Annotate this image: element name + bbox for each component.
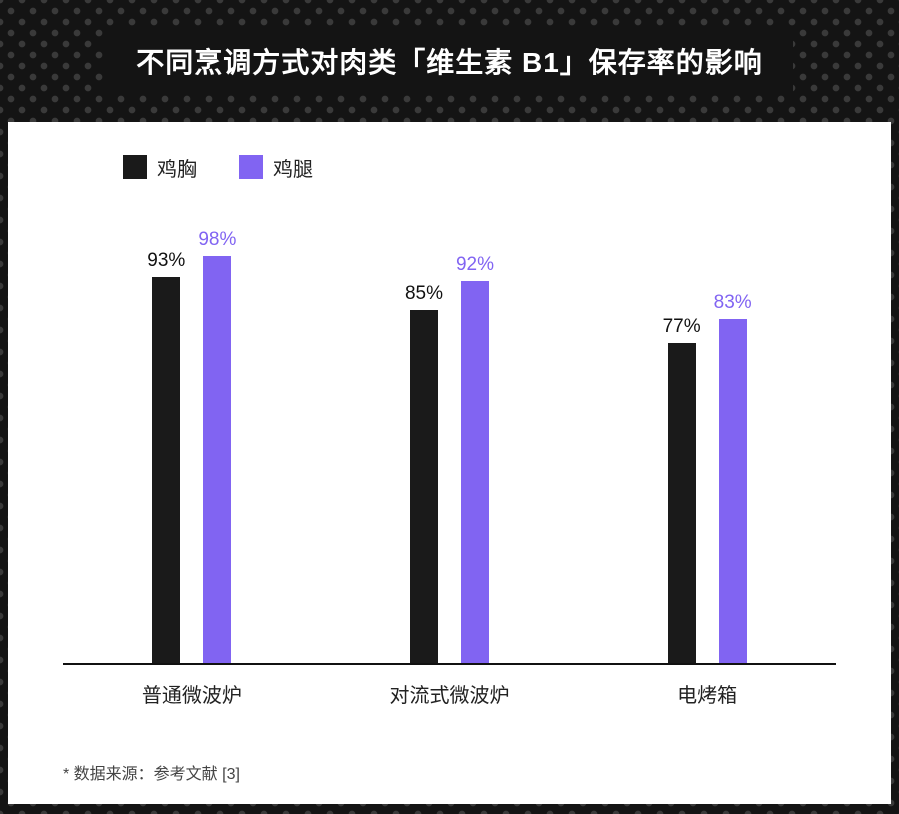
bar-value-label: 92% [455, 254, 495, 276]
legend-label: 鸡腿 [273, 158, 313, 181]
chart-header: 不同烹调方式对肉类「维生素 B1」保存率的影响 [0, 0, 899, 122]
data-source-note: * 数据来源：参考文献 [3] [63, 766, 240, 783]
legend-swatch-icon [239, 155, 263, 179]
legend-label: 鸡胸 [157, 158, 197, 181]
bar-鸡腿-电烤箱 [718, 318, 747, 663]
bar-鸡胸-普通微波炉 [152, 277, 181, 663]
plot-area: 93% 98% 85% 92% 77% 83% 普通微波炉 对流式微波炉 电烤箱 [63, 205, 836, 708]
x-axis-labels: 普通微波炉 对流式微波炉 电烤箱 [63, 665, 836, 708]
bar-鸡胸-电烤箱 [667, 343, 696, 663]
legend-item-0: 鸡胸 [123, 153, 197, 182]
chart-title: 不同烹调方式对肉类「维生素 B1」保存率的影响 [106, 27, 793, 95]
bar-column: 77% [663, 316, 701, 663]
bar-value-label: 93% [147, 250, 186, 272]
bar-column: 92% [456, 254, 494, 663]
x-axis-label-2: 电烤箱 [677, 685, 738, 707]
bar-鸡胸-对流式微波炉 [409, 310, 438, 663]
x-axis-label-0: 普通微波炉 [141, 685, 242, 707]
chart-card: 鸡胸 鸡腿 93% 98% 85% 92% 77% 83% 普通微波炉 对流式微波炉 电烤箱 *… [8, 122, 891, 804]
bar-column: 85% [405, 283, 443, 663]
bar-鸡腿-普通微波炉 [203, 256, 232, 663]
bar-value-label: 98% [198, 229, 237, 251]
x-axis-label-1: 对流式微波炉 [389, 685, 510, 707]
bar-column: 93% [147, 250, 185, 663]
bar-value-label: 85% [404, 283, 443, 305]
bar-value-label: 83% [713, 291, 752, 313]
bar-groups: 93% 98% 85% 92% 77% 83% [63, 205, 836, 665]
bar-group-1: 85% 92% [405, 254, 494, 663]
legend-swatch-icon [123, 155, 147, 179]
bar-value-label: 77% [662, 316, 701, 338]
legend: 鸡胸 鸡腿 [123, 153, 891, 182]
legend-item-1: 鸡腿 [239, 153, 313, 182]
bar-column: 98% [198, 229, 236, 663]
bar-group-0: 93% 98% [147, 229, 236, 663]
bar-group-2: 77% 83% [663, 292, 752, 663]
bar-column: 83% [714, 292, 752, 663]
bar-鸡腿-对流式微波炉 [461, 281, 489, 663]
